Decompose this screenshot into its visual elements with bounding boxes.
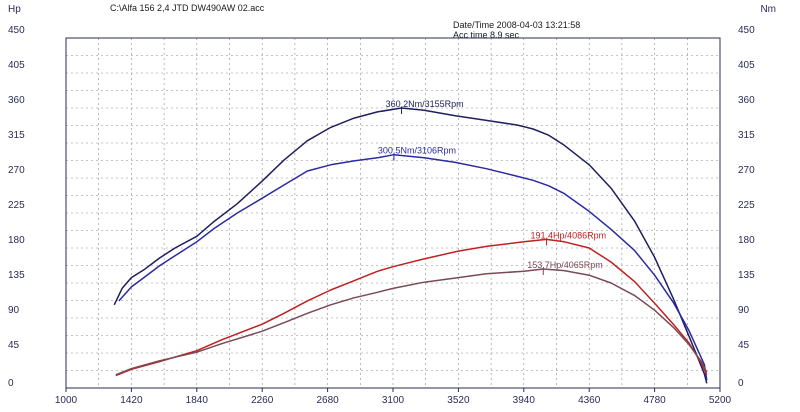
x-axis: 1000 1420 1840 2260 2680 3100 3520 3940 4360 4780… [55,388,732,406]
y-tick-label-right: 180 [738,235,755,246]
x-tick-label: 3520 [447,395,470,406]
date-time: Date/Time 2008-04-03 13:21:58 [453,20,581,30]
x-tick-label: 2680 [316,395,339,406]
y-tick-label-left: 405 [8,60,25,71]
series-line-2 [118,153,708,381]
y-tick-label-left: 360 [8,95,25,106]
y-tick-label-left: 270 [8,165,25,176]
y-axis-left: 0 45 90 135 180 225 270 315 360 405 450 [8,25,25,389]
y-tick-label-right: 270 [738,165,755,176]
left-unit-label: Hp [8,4,21,15]
y-tick-label-right: 135 [738,270,755,281]
x-tick-label: 5200 [709,395,732,406]
y-tick-label-right: 0 [738,378,744,389]
file-path: C:\Alfa 156 2,4 JTD DW490AW 02.acc [110,3,265,13]
y-tick-label-left: 0 [8,378,14,389]
x-tick-label: 2260 [251,395,274,406]
annotation-label-4: 153.7Hp/4065Rpm [527,260,603,270]
y-tick-label-left: 180 [8,235,25,246]
y-tick-label-left: 315 [8,130,25,141]
x-tick-label: 4780 [643,395,666,406]
y-tick-label-left: 45 [8,340,20,351]
x-tick-label: 3940 [513,395,536,406]
annotation-label-1: 360.2Nm/3155Rpm [386,99,464,109]
series-line-4 [115,268,708,376]
x-tick-label: 4360 [578,395,601,406]
acc-time: Acc time 8.9 sec [453,30,520,40]
y-tick-label-left: 450 [8,25,25,36]
y-tick-label-left: 135 [8,270,25,281]
series-line-3 [115,238,708,377]
y-tick-label-right: 45 [738,340,750,351]
y-tick-label-right: 315 [738,130,755,141]
y-tick-label-right: 225 [738,200,755,211]
y-tick-label-left: 225 [8,200,25,211]
x-tick-label: 1420 [120,395,143,406]
y-tick-label-right: 90 [738,305,750,316]
y-tick-label-right: 360 [738,95,755,106]
annotations: 360.2Nm/3155Rpm 300.5Nm/3106Rpm 191.4Hp/40… [378,99,606,275]
x-tick-label: 3100 [382,395,405,406]
y-tick-label-left: 90 [8,305,20,316]
annotation-label-3: 191.4Hp/4086Rpm [531,230,607,240]
y-axis-right: 0 45 90 135 180 225 270 315 360 405 450 [738,25,755,389]
y-tick-label-right: 450 [738,25,755,36]
annotation-label-2: 300.5Nm/3106Rpm [378,146,456,156]
y-tick-label-right: 405 [738,60,755,71]
right-unit-label: Nm [760,4,776,15]
grid-lines [65,37,721,389]
x-tick-label: 1000 [55,395,78,406]
x-tick-label: 1840 [186,395,209,406]
